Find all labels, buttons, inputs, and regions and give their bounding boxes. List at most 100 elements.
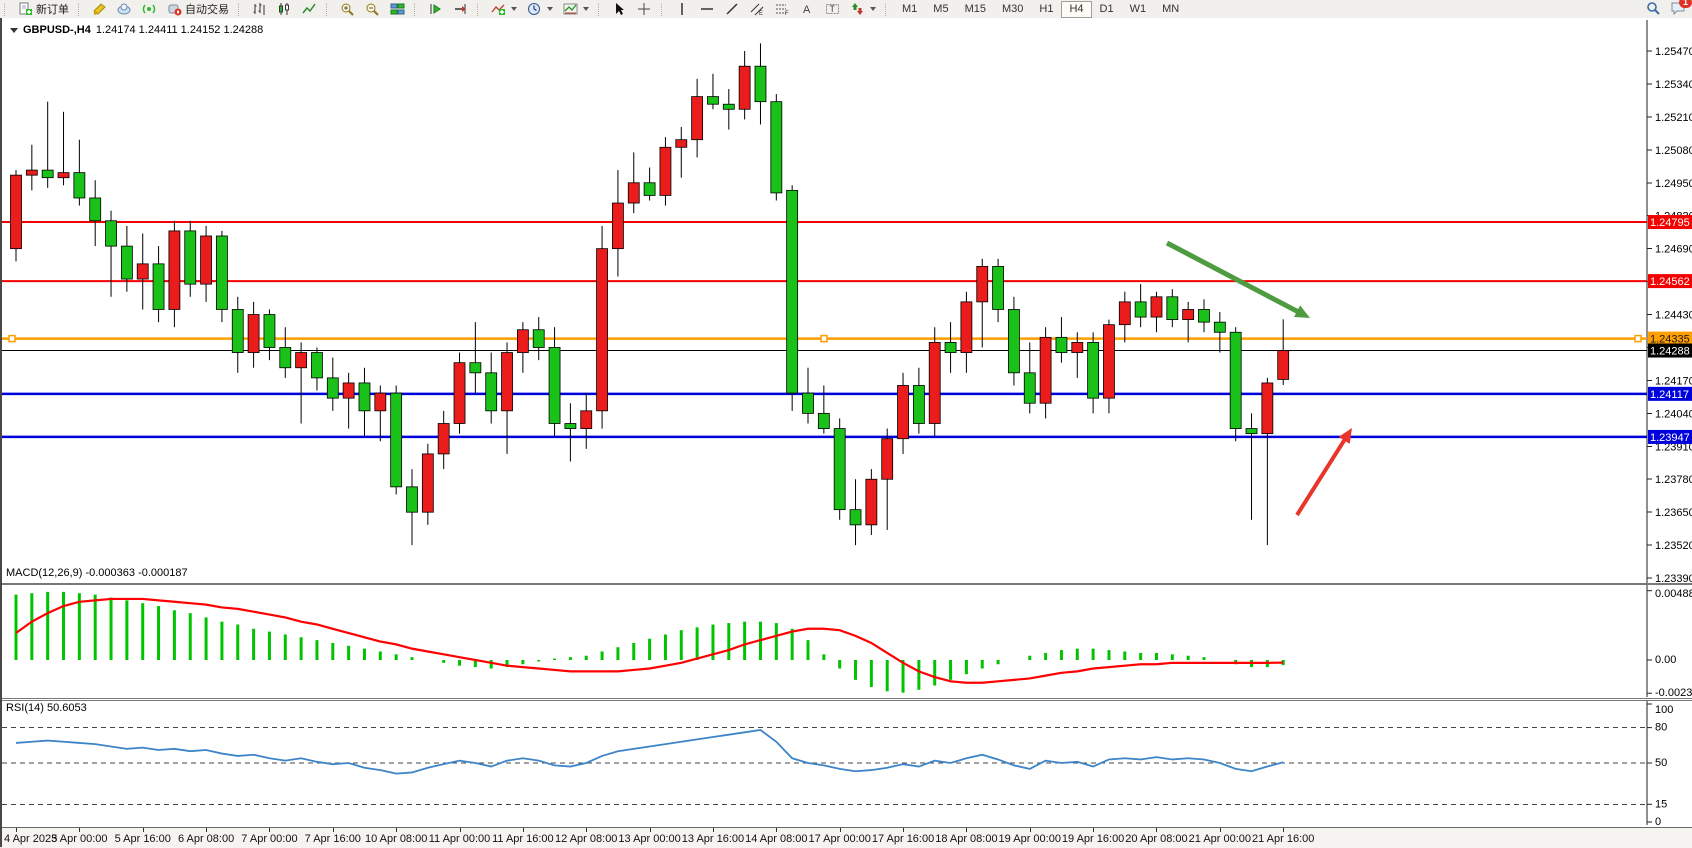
time-axis-label: 5 Apr 00:00	[51, 833, 108, 845]
time-tick	[712, 828, 714, 832]
time-axis-label: 7 Apr 00:00	[241, 833, 298, 845]
candle	[1245, 413, 1258, 520]
autotrading-button[interactable]: 自动交易	[162, 0, 234, 18]
toolbar-grip	[477, 2, 483, 16]
timeframe-d1-button[interactable]: D1	[1099, 2, 1114, 15]
candle	[691, 78, 704, 158]
candlestick-button[interactable]	[272, 0, 297, 18]
price-axis-tick: 1.25080	[1655, 145, 1692, 157]
horizontal-line-icon	[700, 2, 715, 16]
time-axis-label: 17 Apr 16:00	[871, 833, 935, 845]
trendline-button[interactable]	[720, 0, 745, 18]
templates-button[interactable]	[558, 0, 594, 18]
candle	[897, 372, 909, 454]
symbol-info-line[interactable]: GBPUSD-,H4 1.24174 1.24411 1.24152 1.242…	[10, 24, 263, 36]
bar-chart-button[interactable]	[247, 0, 272, 18]
time-tick	[839, 828, 841, 832]
chevron-down-icon[interactable]	[10, 27, 18, 33]
price-chart-pane[interactable]: 1.254701.253401.252101.250801.249501.248…	[2, 20, 1692, 583]
indicators-button[interactable]	[486, 0, 522, 18]
time-axis-label: 7 Apr 16:00	[304, 833, 361, 845]
resistance-line-price-label: 1.24562	[1648, 274, 1692, 289]
pane-splitter[interactable]	[2, 583, 1692, 585]
green-trend-arrow[interactable]	[1165, 240, 1310, 318]
dropdown-caret-icon[interactable]	[547, 7, 553, 11]
cursor-button[interactable]	[607, 0, 632, 18]
candle	[754, 43, 767, 125]
line-selection-handle[interactable]	[820, 334, 828, 343]
candle	[1166, 289, 1179, 328]
time-tick	[1283, 828, 1285, 832]
rsi-axis-tick: 0	[1655, 816, 1661, 825]
candlestick-icon	[277, 2, 292, 16]
toolbar-grip	[238, 2, 244, 16]
time-tick	[649, 828, 651, 832]
time-tick	[332, 828, 334, 832]
candle	[200, 225, 212, 302]
macd-axis-tick: 0.004882	[1655, 588, 1692, 600]
time-axis-label: 21 Apr 00:00	[1188, 833, 1252, 845]
candle	[1134, 284, 1147, 328]
text-label-icon: T	[825, 2, 840, 16]
line-selection-handle[interactable]	[1634, 334, 1642, 343]
periods-icon	[527, 2, 542, 16]
time-axis[interactable]: 4 Apr 2023 5 Apr 00:00 5 Apr 16:00 6 Apr 08…	[2, 827, 1692, 848]
styler-button[interactable]	[87, 0, 112, 18]
channel-button[interactable]: E	[745, 0, 770, 18]
publish-button[interactable]	[112, 0, 137, 18]
macd-pane[interactable]: 0.004882 0.00 -0.002341	[2, 585, 1692, 697]
text-label-button[interactable]: T	[820, 0, 845, 18]
time-axis-label: 20 Apr 08:00	[1125, 833, 1188, 845]
time-tick	[522, 828, 524, 832]
autoscroll-button[interactable]	[423, 0, 448, 18]
red-trend-arrow[interactable]	[1295, 428, 1352, 517]
timeframe-m15-button[interactable]: M15	[964, 2, 986, 15]
candle	[342, 372, 355, 429]
candle	[802, 367, 814, 424]
search-icon[interactable]	[1646, 1, 1661, 18]
dropdown-caret-icon[interactable]	[583, 7, 589, 11]
pane-splitter[interactable]	[2, 698, 1692, 701]
text-icon: A	[800, 2, 815, 16]
horizontal-line-button[interactable]	[695, 0, 720, 18]
chart-window[interactable]: GBPUSD-,H4 1.24174 1.24411 1.24152 1.242…	[0, 18, 1692, 848]
new-order-button[interactable]: 新订单	[13, 0, 74, 18]
svg-text:1.24335: 1.24335	[1650, 334, 1690, 346]
fibonacci-icon: F	[775, 2, 790, 16]
dropdown-caret-icon[interactable]	[511, 7, 517, 11]
candle	[928, 327, 941, 437]
line-selection-handle[interactable]	[8, 334, 16, 343]
dropdown-caret-icon[interactable]	[870, 7, 876, 11]
candle	[168, 220, 181, 328]
timeframe-h4-button[interactable]: H4	[1061, 0, 1092, 18]
candle	[707, 73, 719, 110]
timeframe-h1-button[interactable]: H1	[1039, 2, 1054, 15]
arrows-button[interactable]	[845, 0, 881, 18]
line-chart-button[interactable]	[297, 0, 322, 18]
signals-button[interactable]	[137, 0, 162, 18]
bar-chart-icon	[252, 2, 267, 16]
macd-signal-line	[15, 597, 1284, 684]
fibonacci-button[interactable]: F	[770, 0, 795, 18]
zoom-in-button[interactable]	[335, 0, 360, 18]
crosshair-button[interactable]	[632, 0, 657, 18]
chat-button[interactable]: 1	[1671, 0, 1692, 18]
timeframe-m1-button[interactable]: M1	[902, 2, 918, 15]
timeframe-mn-button[interactable]: MN	[1162, 2, 1180, 15]
timeframe-w1-button[interactable]: W1	[1129, 2, 1147, 15]
time-tick	[966, 828, 968, 832]
toolbar-right: 1	[1646, 0, 1692, 18]
timeframe-m30-button[interactable]: M30	[1001, 2, 1024, 15]
periods-button[interactable]	[522, 0, 558, 18]
candle	[390, 385, 403, 495]
chart-shift-button[interactable]	[448, 0, 473, 18]
candle	[89, 180, 102, 247]
rsi-pane[interactable]: 100 80 50 15 0	[2, 701, 1692, 825]
timeframe-m5-button[interactable]: M5	[933, 2, 949, 15]
channel-icon: E	[750, 2, 765, 16]
zoom-out-button[interactable]	[360, 0, 385, 18]
vertical-line-button[interactable]	[670, 0, 695, 18]
tile-windows-button[interactable]	[385, 0, 410, 18]
text-button[interactable]: A	[795, 0, 820, 18]
candle	[1023, 342, 1036, 414]
